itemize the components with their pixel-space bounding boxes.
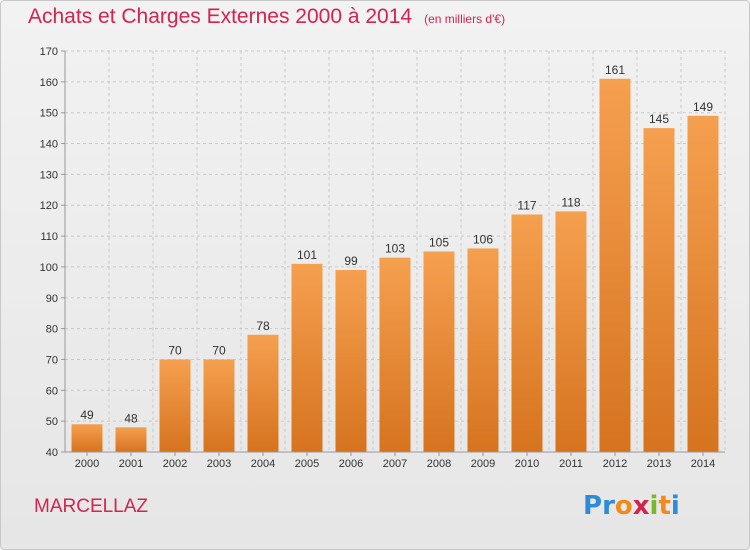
y-tick-label: 160: [40, 77, 58, 89]
y-tick-label: 80: [46, 324, 58, 336]
x-tick-label-2000: 2000: [75, 458, 99, 470]
bar-2005: [291, 263, 323, 452]
y-tick-label: 60: [46, 385, 58, 397]
data-label-2005: 101: [297, 248, 317, 262]
bar-2000: [71, 424, 103, 452]
bar-2002: [159, 359, 191, 452]
logo-letter: x: [632, 491, 650, 521]
y-tick-label: 50: [46, 416, 58, 428]
data-label-2007: 103: [385, 242, 405, 256]
x-tick-label-2008: 2008: [427, 458, 451, 470]
y-tick-label: 110: [40, 231, 58, 243]
x-tick-label-2011: 2011: [559, 458, 583, 470]
logo-letter: t: [658, 491, 671, 521]
logo-letter: i: [649, 491, 659, 521]
data-label-2006: 99: [344, 254, 358, 268]
bar-2003: [203, 359, 235, 452]
x-tick-label-2004: 2004: [251, 458, 275, 470]
x-tick-label-2010: 2010: [515, 458, 539, 470]
x-tick-label-2006: 2006: [339, 458, 363, 470]
bar-2007: [379, 257, 411, 452]
x-tick-label-2005: 2005: [295, 458, 319, 470]
y-tick-label: 100: [40, 262, 58, 274]
data-label-2010: 117: [517, 198, 536, 212]
y-tick-label: 90: [46, 293, 58, 305]
bar-2014: [687, 115, 719, 453]
bar-2001: [115, 427, 147, 452]
data-label-2004: 78: [256, 319, 270, 333]
data-label-2014: 149: [693, 100, 713, 114]
y-tick-label: 130: [40, 169, 58, 181]
bar-2009: [467, 248, 499, 452]
chart-title-text: Achats et Charges Externes 2000 à 2014: [28, 5, 413, 28]
axes: 40 50 60 70 80 90 100 110 120 130 140 150 160 170 2000…: [40, 46, 725, 470]
data-label-2000: 49: [80, 408, 94, 422]
bar-2013: [643, 128, 675, 452]
y-tick-label: 150: [40, 108, 58, 120]
chart-unit: (en milliers d'€): [424, 12, 506, 26]
x-tick-label-2014: 2014: [691, 458, 715, 470]
chart-title: Achats et Charges Externes 2000 à 2014 (e…: [28, 5, 505, 29]
x-tick-label-2013: 2013: [647, 458, 671, 470]
bar-2004: [247, 334, 279, 452]
bars: [71, 78, 719, 453]
data-label-2013: 145: [649, 112, 669, 126]
bar-2012: [599, 78, 631, 452]
x-tick-label-2001: 2001: [119, 458, 143, 470]
bar-2006: [335, 270, 367, 452]
y-tick-label: 140: [40, 139, 58, 151]
logo-letter: i: [670, 491, 680, 521]
bar-2011: [555, 211, 587, 452]
data-label-2002: 70: [168, 343, 182, 357]
data-label-2003: 70: [212, 343, 226, 357]
proxiti-logo: Proxiti: [583, 491, 680, 521]
bar-2010: [511, 214, 543, 452]
place-name: MARCELLAZ: [34, 496, 149, 517]
x-tick-label-2009: 2009: [471, 458, 495, 470]
x-tick-label-2002: 2002: [163, 458, 187, 470]
data-label-2011: 118: [561, 195, 580, 209]
y-tick-label: 170: [40, 46, 58, 58]
data-label-2012: 161: [605, 63, 625, 77]
x-tick-label-2007: 2007: [383, 458, 407, 470]
data-label-2008: 105: [429, 236, 449, 250]
logo-letter: P: [583, 491, 603, 521]
data-labels: 49 48 70 70 78 101 99 103 105 106 117 118 161 145 149: [80, 63, 713, 426]
x-tick-label-2012: 2012: [603, 458, 627, 470]
y-tick-label: 120: [40, 200, 58, 212]
data-label-2001: 48: [124, 411, 138, 425]
x-tick-label-2003: 2003: [207, 458, 231, 470]
y-tick-label: 40: [46, 447, 58, 459]
logo-letter: o: [614, 491, 633, 521]
y-tick-label: 70: [46, 354, 58, 366]
logo-letter: r: [602, 491, 615, 521]
data-label-2009: 106: [473, 232, 493, 246]
bar-2008: [423, 251, 455, 452]
